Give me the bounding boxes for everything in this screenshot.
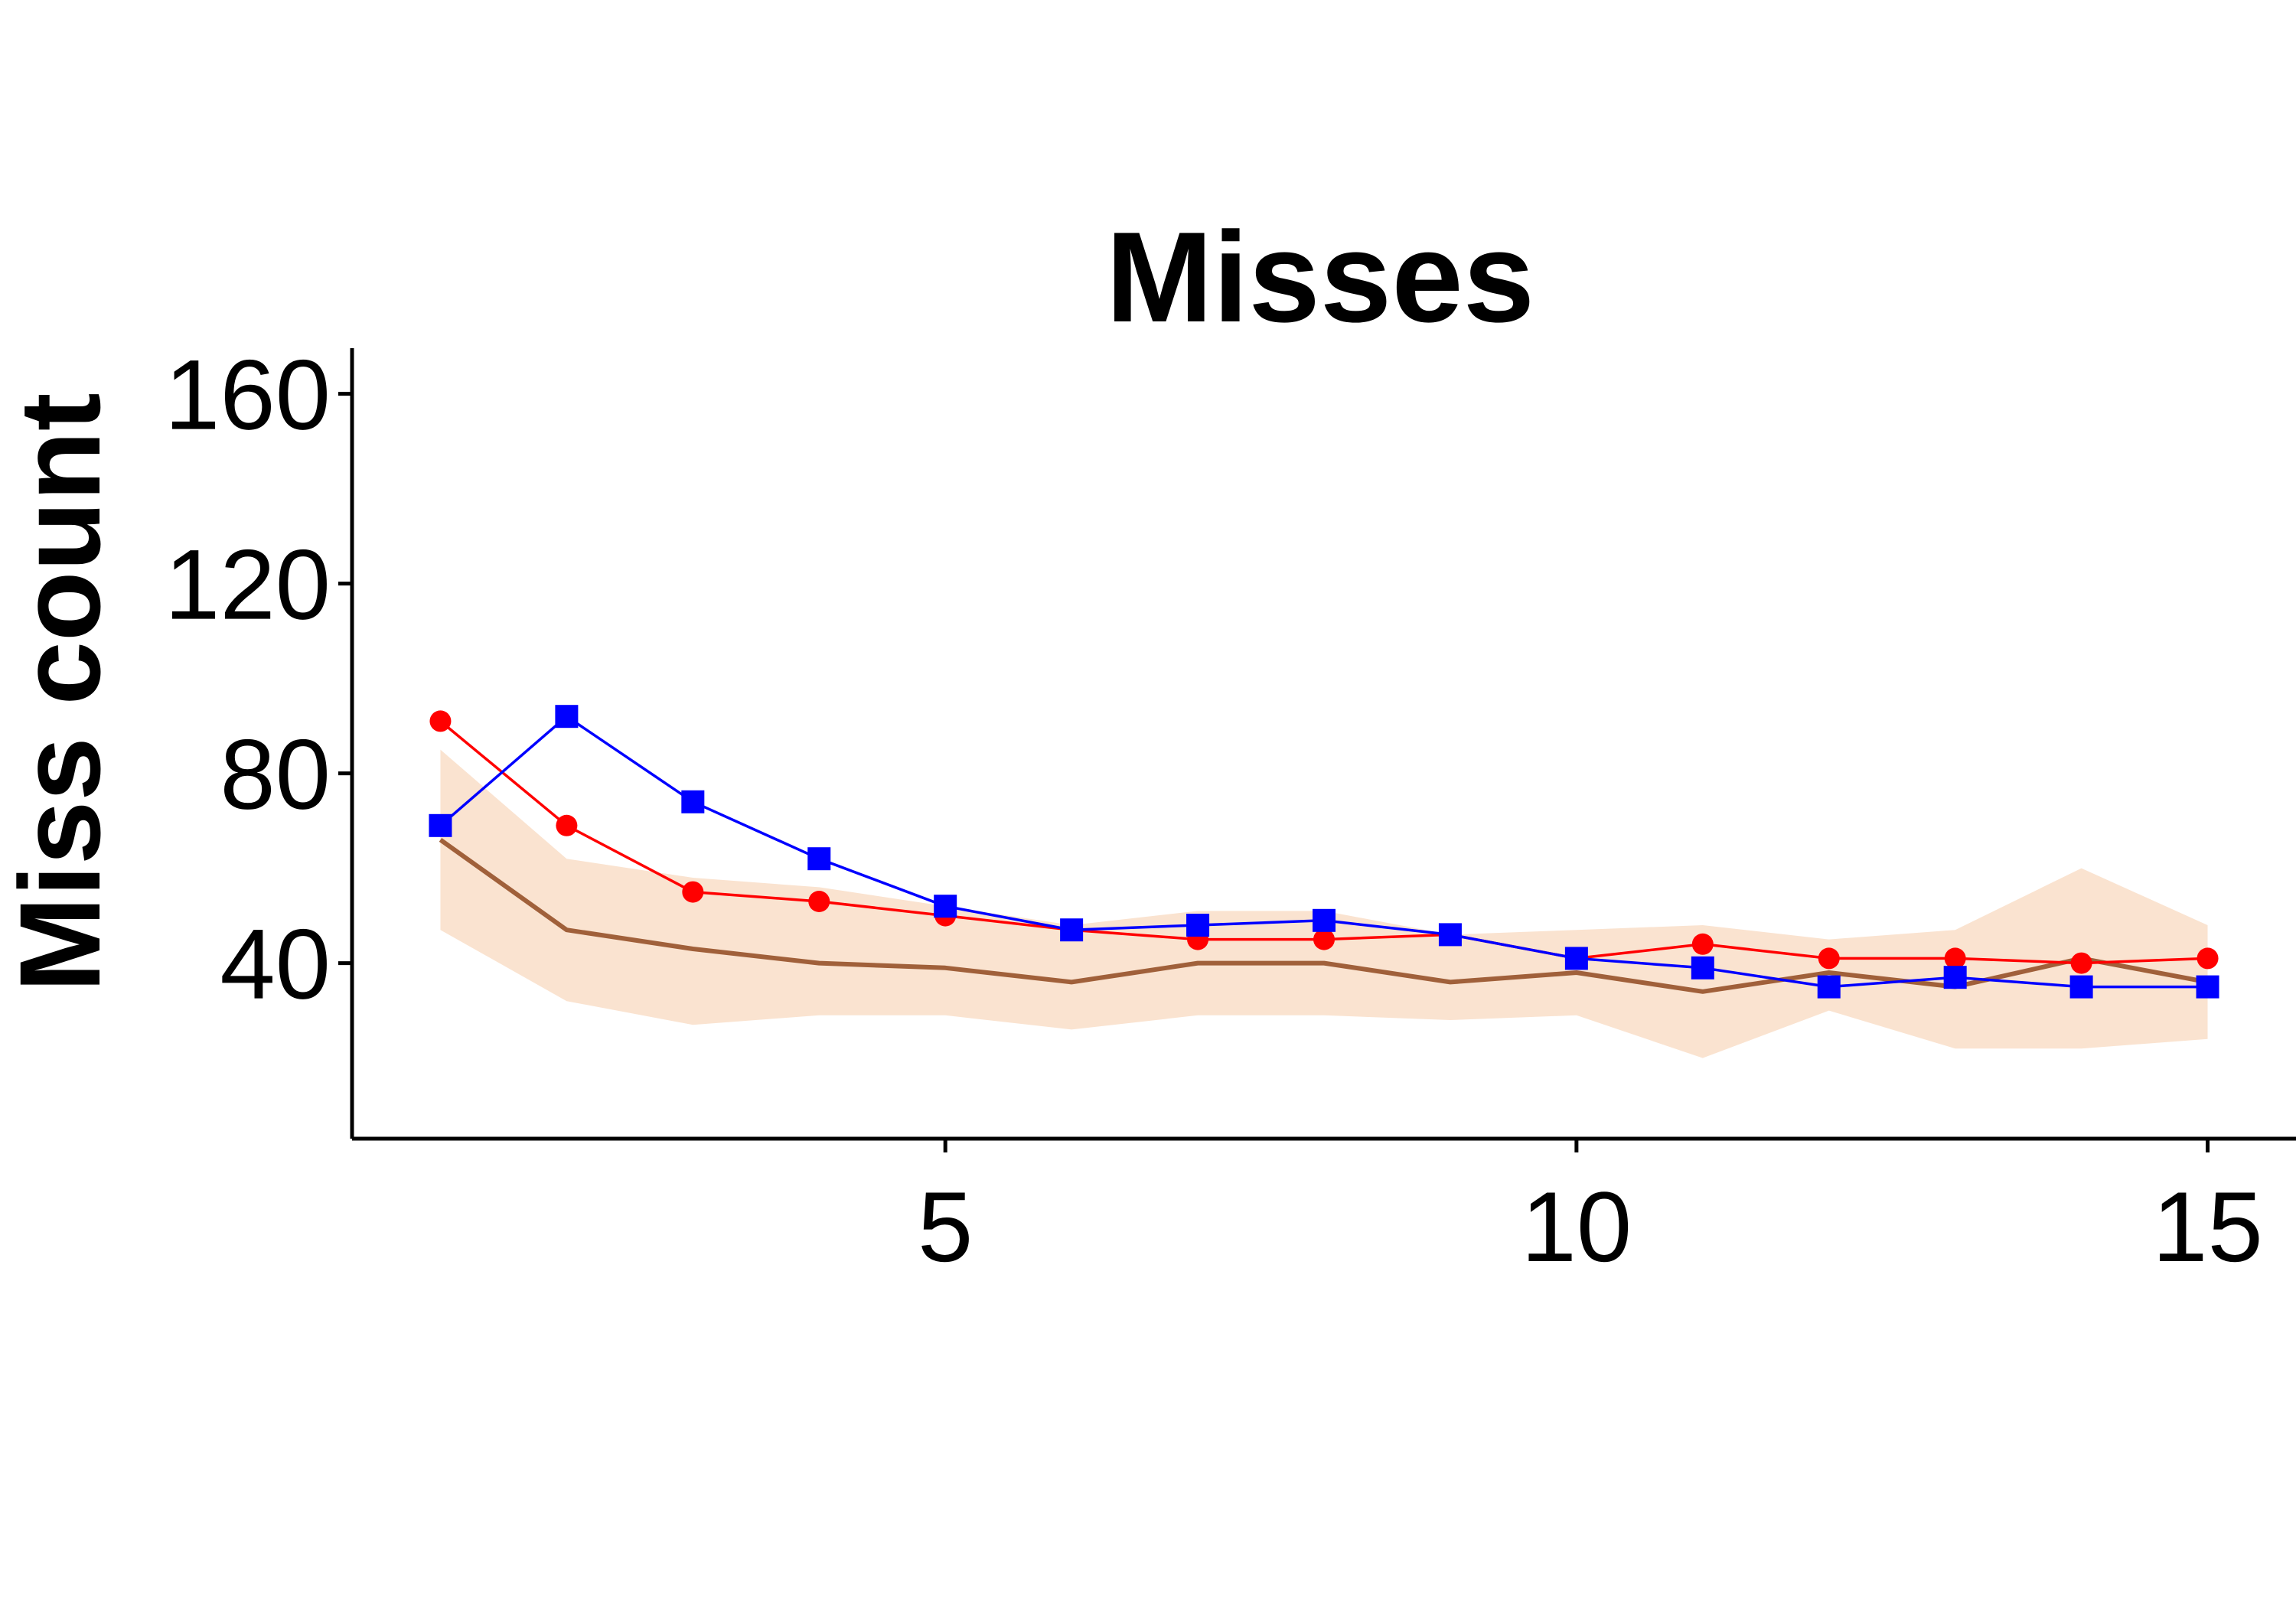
series-2-point xyxy=(1691,933,1714,955)
series-3-point xyxy=(2069,975,2093,999)
y-tick-label: 80 xyxy=(220,719,331,830)
series-2-point xyxy=(1944,947,1966,970)
confidence-band xyxy=(440,749,2208,1058)
series-2-point xyxy=(682,881,704,903)
series-1 xyxy=(439,837,2209,994)
x-tick-label: 5 xyxy=(918,1171,973,1283)
series-3-point xyxy=(1438,923,1462,947)
confidence-band-area xyxy=(440,749,2208,1058)
series-3-point xyxy=(1691,956,1714,980)
series-3-point xyxy=(1943,966,1967,989)
series-2-point xyxy=(1313,928,1335,950)
series-3 xyxy=(429,705,2219,999)
series-3-point xyxy=(1817,975,1841,999)
series-2-point xyxy=(2070,952,2092,974)
series-1-line xyxy=(439,837,2209,994)
series-3-point xyxy=(681,790,705,813)
series-layer xyxy=(429,705,2219,999)
series-2-point xyxy=(2197,947,2219,970)
series-3-point xyxy=(429,813,452,837)
y-tick-label: 160 xyxy=(165,339,331,451)
series-3-point xyxy=(934,895,957,918)
x-tick-label: 15 xyxy=(2152,1171,2263,1283)
y-tick-label: 120 xyxy=(165,529,331,641)
series-3-point xyxy=(1060,918,1084,942)
series-2-point xyxy=(429,710,452,732)
series-3-point xyxy=(555,705,579,729)
series-3-point xyxy=(1564,947,1588,970)
chart-title: Misses xyxy=(1106,205,1534,349)
series-2-point xyxy=(556,814,578,836)
series-2-point xyxy=(1818,947,1840,970)
series-3-point xyxy=(2196,975,2219,999)
x-tick-label: 10 xyxy=(1521,1171,1632,1283)
y-tick-label: 40 xyxy=(220,908,331,1020)
y-axis-label: Miss count xyxy=(0,393,124,992)
series-2-point xyxy=(808,891,830,912)
series-3-point xyxy=(1186,914,1210,937)
series-3-point xyxy=(1313,908,1336,932)
series-3-point xyxy=(807,847,831,871)
axes: 40 80 120 160 5 10 15 xyxy=(165,339,2296,1283)
